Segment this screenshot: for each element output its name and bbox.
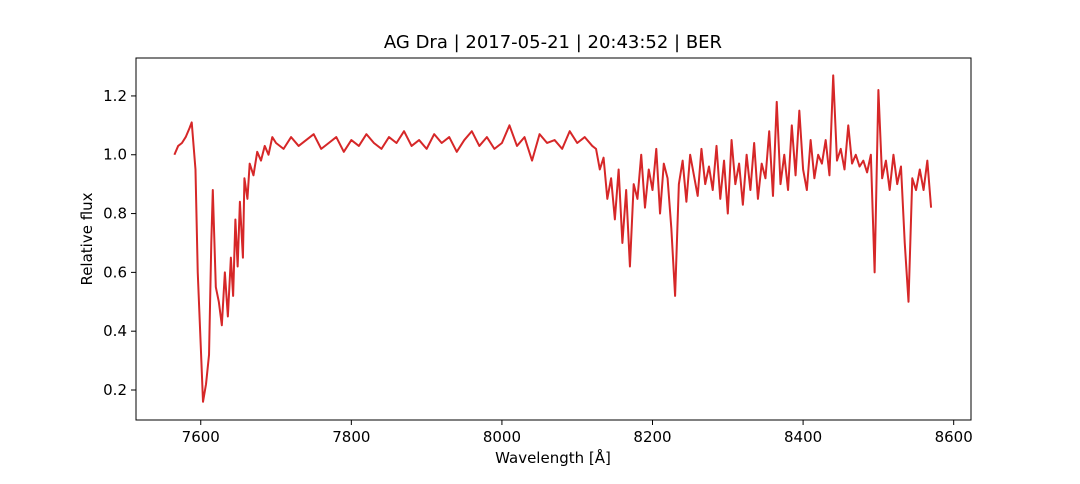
y-tick-label: 1.2 — [103, 87, 127, 105]
x-tick-label: 7600 — [182, 428, 220, 446]
x-tick-label: 7800 — [332, 428, 370, 446]
x-tick-label: 8600 — [935, 428, 973, 446]
x-axis-label: Wavelength [Å] — [495, 448, 611, 467]
y-tick-label: 0.4 — [103, 322, 127, 340]
x-tick-label: 8200 — [633, 428, 671, 446]
x-tick-label: 8000 — [483, 428, 521, 446]
spectrum-line — [173, 74, 933, 403]
y-tick-label: 0.6 — [103, 263, 127, 281]
chart-title: AG Dra | 2017-05-21 | 20:43:52 | BER — [384, 32, 722, 53]
y-axis-label: Relative flux — [78, 192, 96, 285]
y-tick-label: 1.0 — [103, 146, 127, 164]
x-tick-label: 8400 — [784, 428, 822, 446]
y-tick-label: 0.8 — [103, 205, 127, 223]
y-tick-label: 0.2 — [103, 381, 127, 399]
plot-frame — [135, 57, 972, 421]
